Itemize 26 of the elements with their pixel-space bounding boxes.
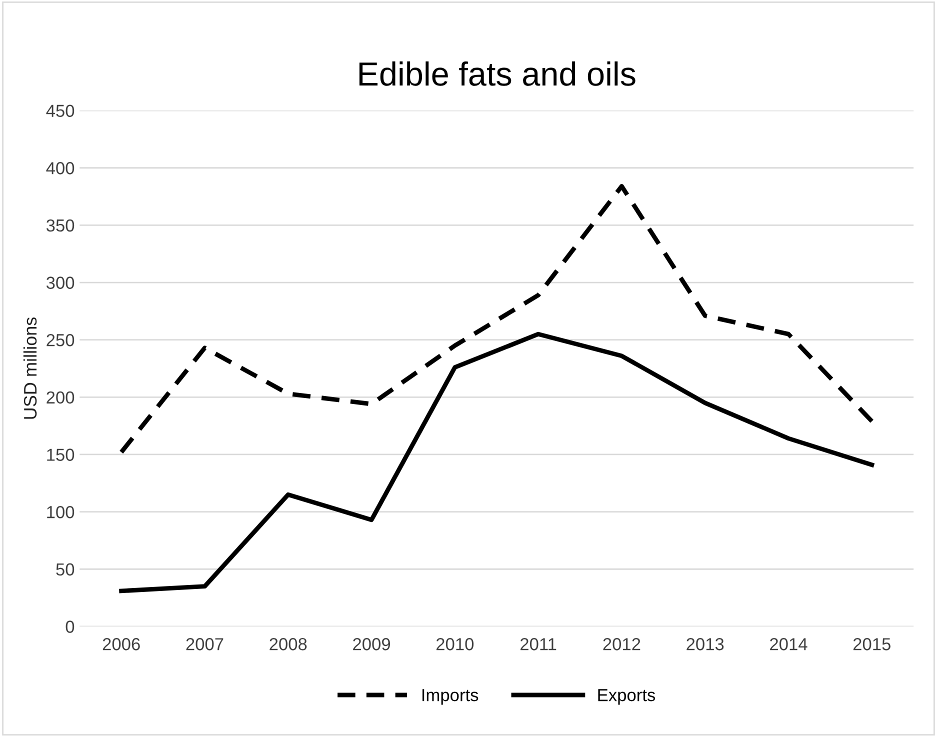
y-tick-label: 50 — [56, 563, 74, 576]
line-series — [119, 184, 874, 454]
x-tick-label: 2011 — [520, 638, 556, 650]
y-tick-label: 100 — [47, 506, 74, 518]
x-tick-label: 2014 — [770, 638, 808, 650]
chart-title: Edible fats and oils — [359, 61, 636, 86]
y-tick-label: 400 — [46, 162, 74, 174]
x-tick-label: 2015 — [853, 638, 890, 650]
x-tick-label: 2006 — [102, 638, 140, 650]
line-series — [119, 332, 874, 594]
x-tick-label: 2009 — [353, 638, 390, 650]
legend-label: Exports — [598, 689, 656, 705]
x-tick-label: 2007 — [186, 638, 224, 650]
x-tick-label: 2010 — [436, 638, 474, 650]
x-tick-label: 2013 — [686, 638, 724, 650]
y-tick-label: 250 — [46, 334, 74, 346]
y-tick-label: 150 — [47, 448, 74, 461]
y-tick-label: 450 — [46, 104, 74, 118]
y-tick-label: 200 — [46, 391, 74, 404]
x-tick-label: 2012 — [603, 638, 640, 650]
y-tick-label: 350 — [46, 219, 74, 232]
y-tick-label: 0 — [66, 620, 74, 633]
legend-label: Imports — [422, 689, 478, 705]
x-tick-label: 2008 — [270, 638, 307, 650]
y-tick-label: 300 — [46, 276, 74, 289]
y-axis-title: USD millions — [23, 317, 37, 419]
